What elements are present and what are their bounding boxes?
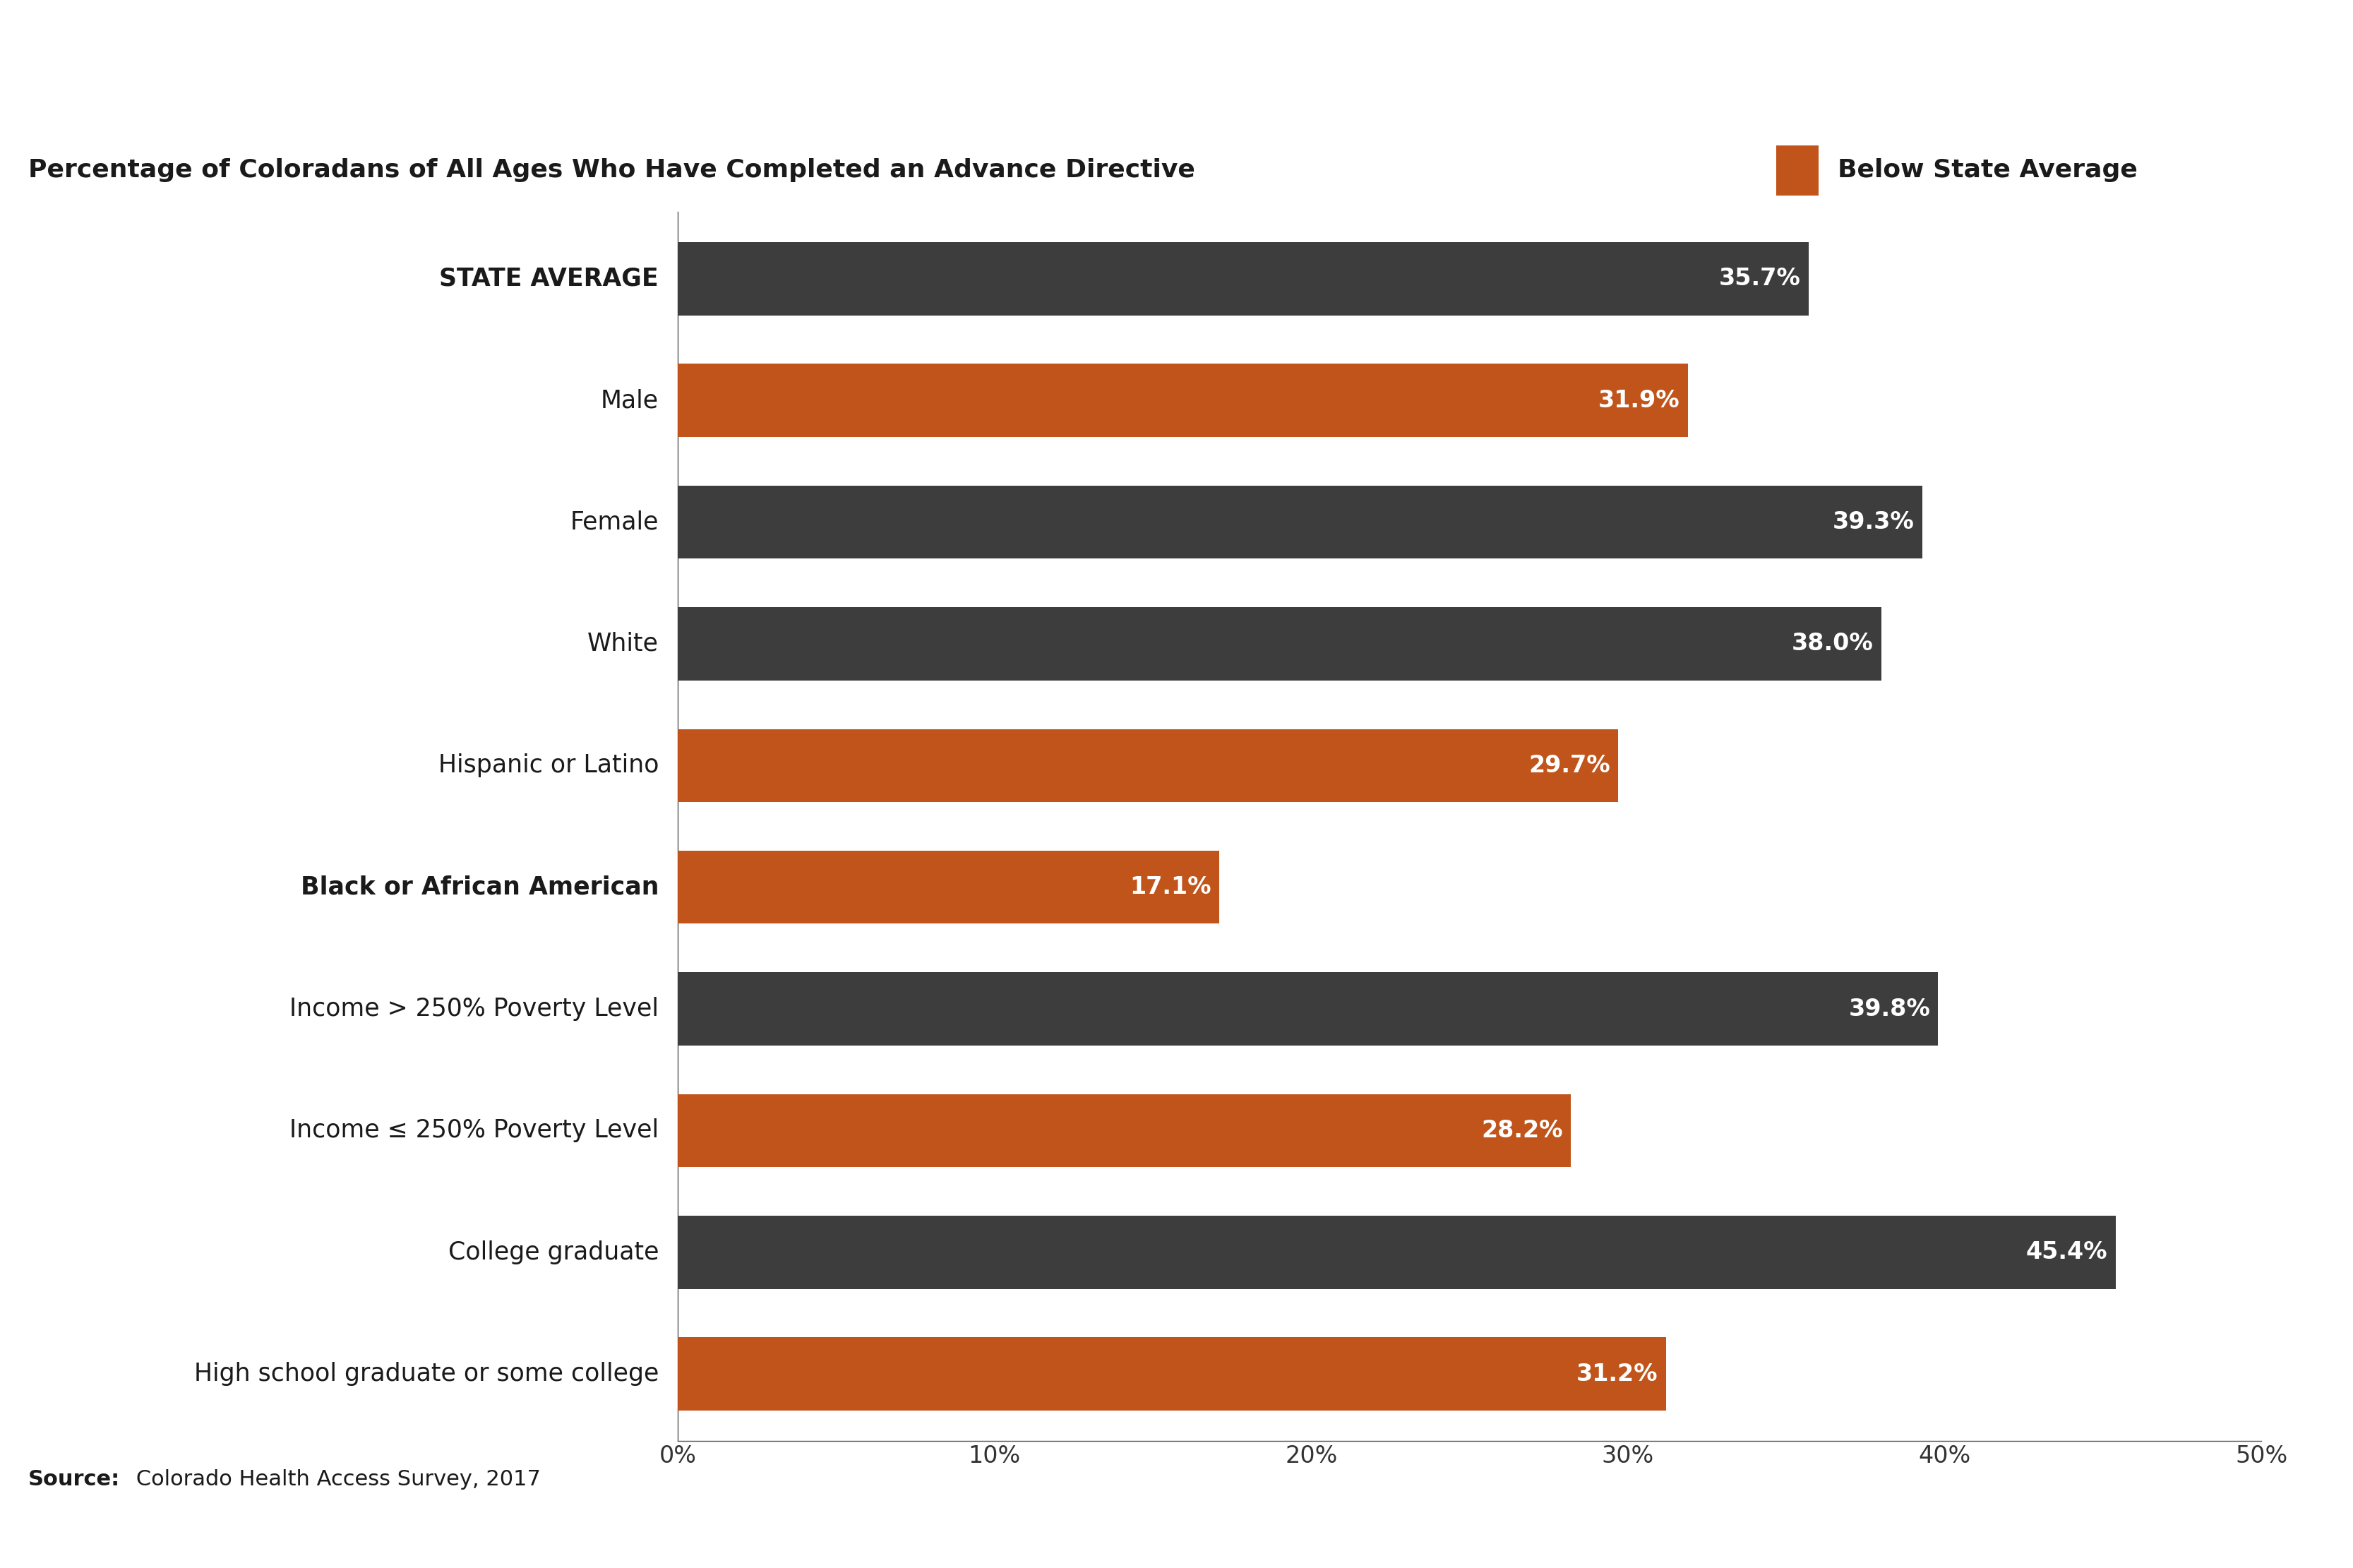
Text: 31.9%: 31.9%	[1598, 389, 1680, 412]
Bar	[678, 241, 1809, 315]
Bar	[678, 1215, 2115, 1289]
Bar	[678, 364, 1687, 437]
Bar	[678, 972, 1939, 1046]
Bar	[678, 851, 1219, 924]
Text: 35.7%: 35.7%	[1718, 267, 1800, 290]
Text: Hispanic or Latino: Hispanic or Latino	[438, 754, 659, 778]
Text: White: White	[588, 632, 659, 655]
Text: Black or African American: Black or African American	[301, 875, 659, 898]
Text: 39.3%: 39.3%	[1833, 511, 1915, 533]
Text: 39.8%: 39.8%	[1849, 997, 1929, 1021]
Text: 17.1%: 17.1%	[1129, 875, 1212, 898]
Bar	[678, 729, 1619, 801]
Text: 38.0%: 38.0%	[1791, 632, 1873, 655]
Text: Income ≤ 250% Poverty Level: Income ≤ 250% Poverty Level	[289, 1118, 659, 1143]
Text: Colorado Health Access Survey, 2017: Colorado Health Access Survey, 2017	[129, 1469, 541, 1490]
Bar	[1777, 146, 1819, 196]
Text: Male: Male	[600, 389, 659, 412]
Text: Below State Average: Below State Average	[1838, 158, 2137, 182]
Text: Female: Female	[569, 510, 659, 535]
Text: STATE AVERAGE: STATE AVERAGE	[440, 267, 659, 290]
Bar	[678, 607, 1880, 681]
Bar	[678, 1338, 1666, 1411]
Text: College graduate: College graduate	[447, 1240, 659, 1264]
Text: 28.2%: 28.2%	[1482, 1120, 1562, 1142]
Text: 45.4%: 45.4%	[2026, 1240, 2108, 1264]
Text: Percentage of Coloradans of All Ages Who Have Completed an Advance Directive: Percentage of Coloradans of All Ages Who…	[28, 158, 1195, 182]
Text: Income > 250% Poverty Level: Income > 250% Poverty Level	[289, 997, 659, 1021]
Text: Source:: Source:	[28, 1469, 120, 1490]
Text: 29.7%: 29.7%	[1529, 754, 1609, 778]
Text: 31.2%: 31.2%	[1577, 1363, 1659, 1386]
Text: Table 2: Completion of Advance Directives Varies by Demographic: Table 2: Completion of Advance Directive…	[28, 50, 1122, 80]
Text: High school graduate or some college: High school graduate or some college	[193, 1363, 659, 1386]
Bar	[678, 486, 1922, 558]
Bar	[678, 1094, 1572, 1167]
